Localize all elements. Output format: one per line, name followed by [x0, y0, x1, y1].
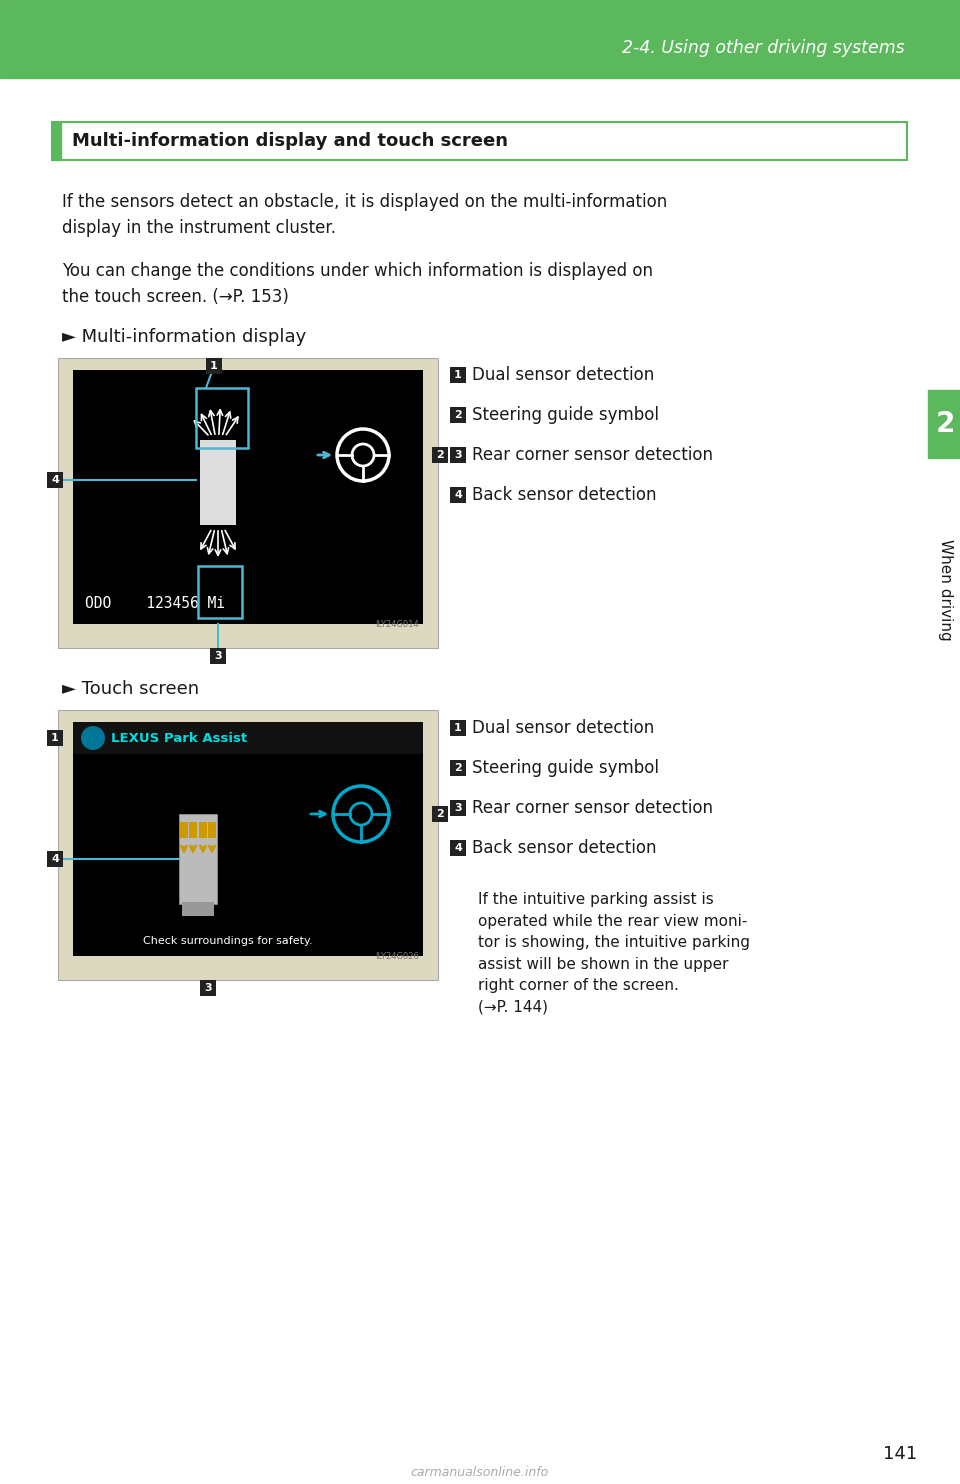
- Bar: [928, 390, 960, 459]
- Text: If the sensors detect an obstacle, it is displayed on the multi-information
disp: If the sensors detect an obstacle, it is…: [62, 193, 667, 237]
- Bar: [58, 358, 438, 649]
- Bar: [196, 387, 248, 448]
- Bar: [450, 800, 466, 816]
- Bar: [47, 472, 63, 488]
- Bar: [73, 723, 423, 956]
- Bar: [450, 487, 466, 503]
- Text: 1: 1: [51, 733, 59, 743]
- Text: Multi-information display and touch screen: Multi-information display and touch scre…: [72, 132, 508, 150]
- Bar: [52, 122, 61, 160]
- Text: 3: 3: [454, 803, 462, 813]
- Bar: [432, 447, 448, 463]
- Text: Rear corner sensor detection: Rear corner sensor detection: [472, 798, 713, 818]
- Bar: [200, 439, 236, 525]
- Bar: [450, 367, 466, 383]
- Bar: [58, 709, 438, 979]
- Text: 4: 4: [454, 490, 462, 500]
- Text: 4: 4: [51, 475, 59, 485]
- Text: Back sensor detection: Back sensor detection: [472, 838, 657, 856]
- Text: 4: 4: [454, 843, 462, 853]
- Text: Rear corner sensor detection: Rear corner sensor detection: [472, 447, 713, 464]
- Text: 2-4. Using other driving systems: 2-4. Using other driving systems: [622, 40, 905, 58]
- Text: 2: 2: [436, 450, 444, 460]
- Text: 2: 2: [454, 410, 462, 420]
- Bar: [450, 447, 466, 463]
- Text: Dual sensor detection: Dual sensor detection: [472, 367, 655, 384]
- Text: 2: 2: [936, 410, 955, 438]
- Text: ► Touch screen: ► Touch screen: [62, 680, 199, 697]
- Bar: [52, 122, 907, 160]
- Bar: [200, 979, 216, 996]
- Text: ► Multi-information display: ► Multi-information display: [62, 328, 306, 346]
- Text: 2: 2: [454, 763, 462, 773]
- Text: Steering guide symbol: Steering guide symbol: [472, 407, 659, 424]
- Text: ILY24G014: ILY24G014: [375, 620, 419, 629]
- Bar: [450, 407, 466, 423]
- Bar: [206, 358, 222, 374]
- Text: carmanualsonline.info: carmanualsonline.info: [411, 1466, 549, 1480]
- Bar: [432, 806, 448, 822]
- Circle shape: [81, 726, 105, 749]
- Text: LEXUS Park Assist: LEXUS Park Assist: [111, 732, 247, 745]
- Text: 3: 3: [454, 450, 462, 460]
- Bar: [198, 565, 242, 617]
- Bar: [208, 822, 216, 838]
- Text: 1: 1: [454, 370, 462, 380]
- Text: 1: 1: [210, 361, 218, 371]
- Bar: [199, 822, 207, 838]
- Text: Back sensor detection: Back sensor detection: [472, 485, 657, 505]
- Text: ILY24G026: ILY24G026: [375, 953, 419, 962]
- Bar: [0, 0, 960, 79]
- Text: If the intuitive parking assist is
operated while the rear view moni-
tor is sho: If the intuitive parking assist is opera…: [478, 892, 750, 1015]
- Bar: [450, 760, 466, 776]
- Text: When driving: When driving: [938, 539, 953, 641]
- Bar: [179, 815, 217, 904]
- Bar: [210, 649, 226, 663]
- Text: ODO    123456 Mi: ODO 123456 Mi: [85, 597, 225, 611]
- Bar: [450, 720, 466, 736]
- Text: Steering guide symbol: Steering guide symbol: [472, 758, 659, 778]
- Bar: [47, 730, 63, 746]
- Bar: [73, 723, 423, 754]
- Bar: [47, 850, 63, 867]
- Text: 3: 3: [204, 982, 212, 993]
- Bar: [73, 370, 423, 623]
- Bar: [180, 822, 188, 838]
- Text: 141: 141: [883, 1445, 917, 1463]
- Text: 1: 1: [454, 723, 462, 733]
- Bar: [189, 822, 197, 838]
- Text: You can change the conditions under which information is displayed on
the touch : You can change the conditions under whic…: [62, 263, 653, 306]
- Text: Dual sensor detection: Dual sensor detection: [472, 720, 655, 738]
- Text: Check surroundings for safety.: Check surroundings for safety.: [143, 936, 313, 945]
- Text: 3: 3: [214, 651, 222, 660]
- Text: 4: 4: [51, 853, 59, 864]
- Bar: [182, 902, 214, 916]
- Text: 2: 2: [436, 809, 444, 819]
- Bar: [450, 840, 466, 856]
